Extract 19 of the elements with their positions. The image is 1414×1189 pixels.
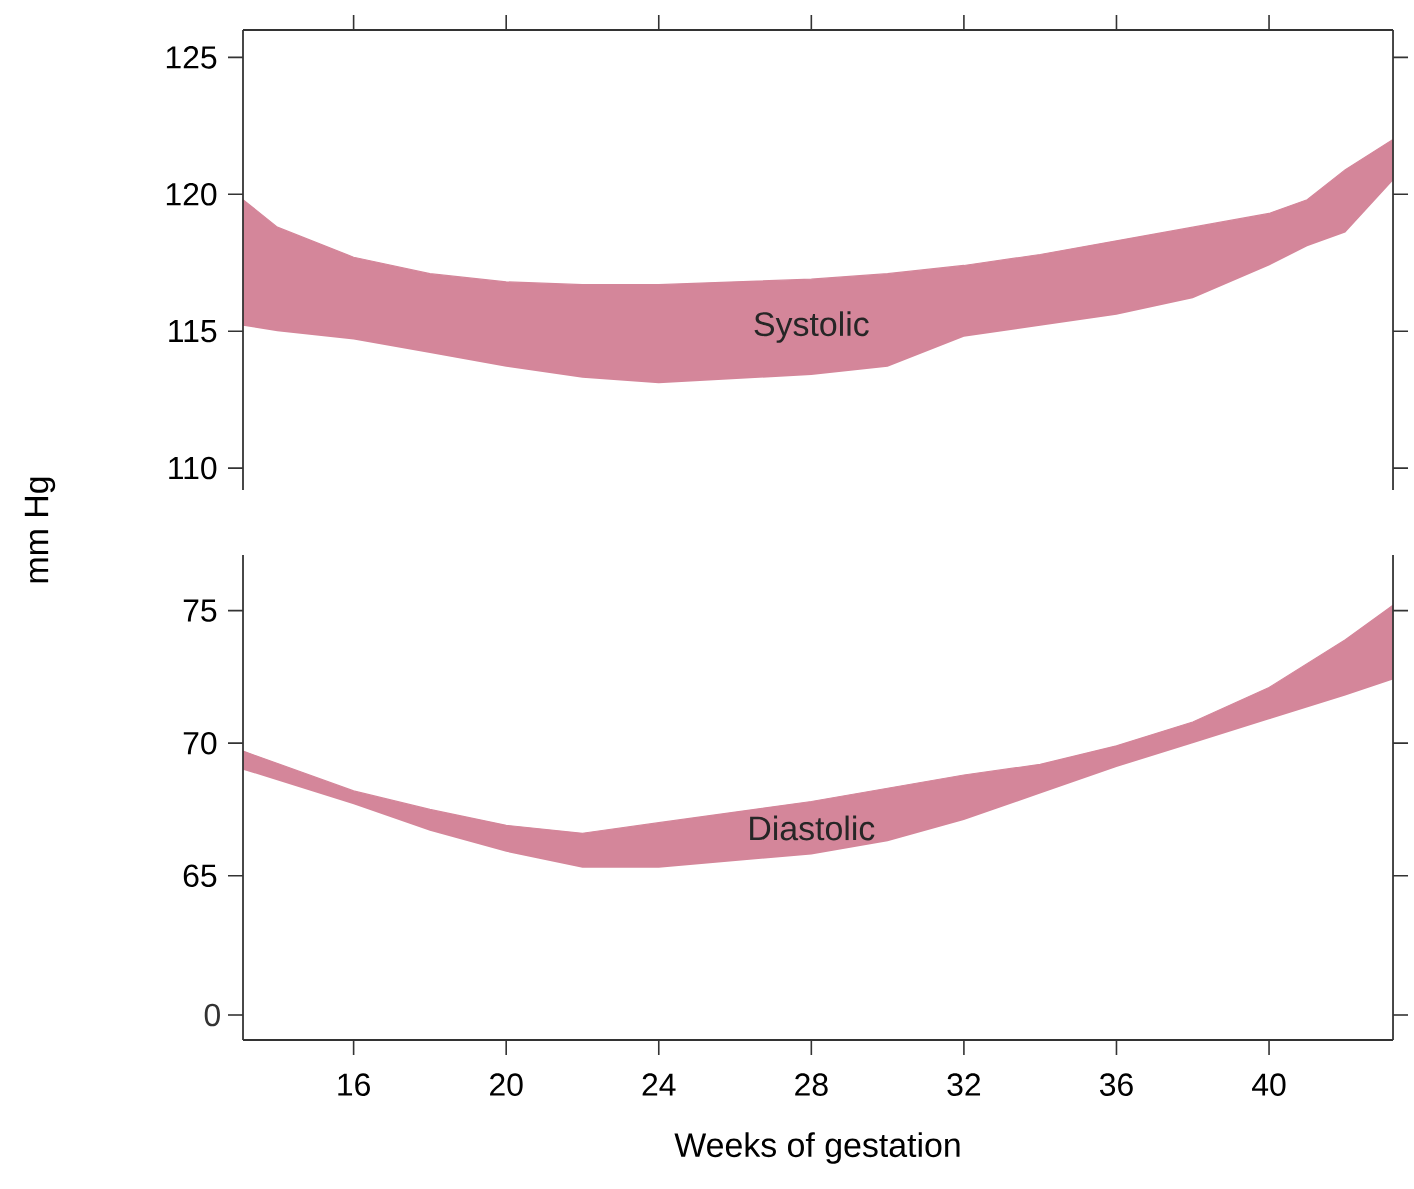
x-tick-label: 24 [642, 1073, 676, 1096]
y-tick-label: 65 [183, 864, 217, 887]
y-tick-label: 110 [169, 456, 217, 480]
text: 0 [204, 1003, 220, 1027]
y-tick-label: 125 [166, 46, 217, 69]
y-tick-label: 115 [169, 320, 217, 343]
x-tick-label: 16 [338, 1073, 370, 1096]
y-tick-label: 120 [166, 183, 217, 206]
y-tick-label: 75 [183, 599, 217, 622]
x-tick-label: 40 [1252, 1073, 1286, 1096]
x-tick-label: 36 [1099, 1073, 1133, 1096]
x-tick-label: 28 [795, 1073, 828, 1096]
x-axis-title: Weeks of gestation [674, 1132, 960, 1164]
x-tick-label: 20 [490, 1073, 523, 1096]
series-label: Diastolic [750, 815, 875, 841]
x-tick-label: 32 [947, 1073, 981, 1096]
y-tick-label: 70 [183, 731, 217, 755]
series-label: Systolic [754, 311, 869, 343]
y-axis-title: mm Hg [24, 477, 56, 583]
